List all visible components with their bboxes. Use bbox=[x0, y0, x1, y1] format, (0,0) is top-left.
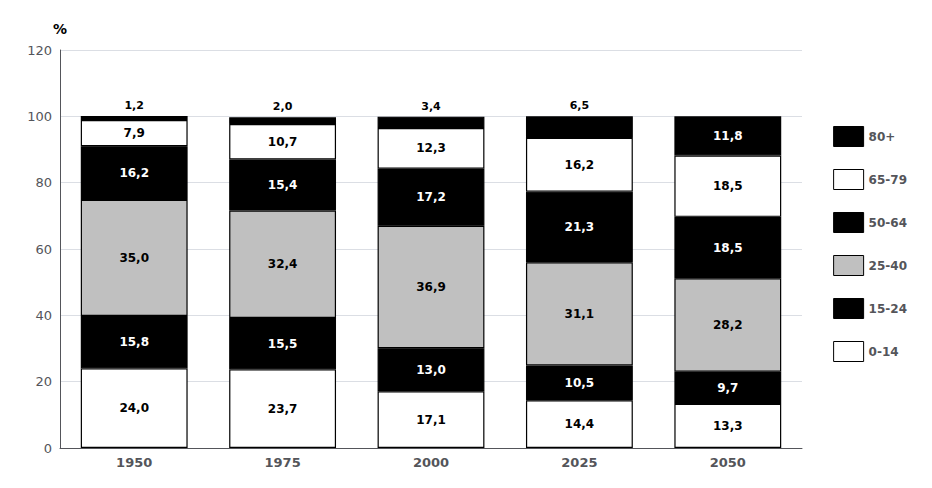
svg-text:18,5: 18,5 bbox=[713, 179, 743, 193]
svg-text:0-14: 0-14 bbox=[869, 345, 899, 359]
svg-text:28,2: 28,2 bbox=[713, 318, 743, 332]
svg-text:18,5: 18,5 bbox=[713, 241, 743, 255]
svg-text:1975: 1975 bbox=[265, 455, 301, 470]
svg-text:15,8: 15,8 bbox=[119, 335, 149, 349]
svg-text:%: % bbox=[53, 21, 67, 37]
svg-text:21,3: 21,3 bbox=[565, 220, 595, 234]
svg-text:10,5: 10,5 bbox=[565, 376, 595, 390]
svg-text:25-40: 25-40 bbox=[869, 259, 907, 273]
svg-text:13,0: 13,0 bbox=[416, 363, 446, 377]
svg-text:35,0: 35,0 bbox=[119, 251, 149, 265]
svg-text:32,4: 32,4 bbox=[268, 257, 298, 271]
svg-text:14,4: 14,4 bbox=[565, 417, 595, 431]
svg-text:100: 100 bbox=[27, 109, 52, 124]
svg-text:50-64: 50-64 bbox=[869, 216, 907, 230]
svg-text:2050: 2050 bbox=[710, 455, 746, 470]
svg-text:13,3: 13,3 bbox=[713, 419, 743, 433]
svg-text:65-79: 65-79 bbox=[869, 173, 907, 187]
svg-text:16,2: 16,2 bbox=[119, 166, 149, 180]
svg-text:9,7: 9,7 bbox=[717, 381, 738, 395]
svg-text:12,3: 12,3 bbox=[416, 141, 446, 155]
svg-text:10,7: 10,7 bbox=[268, 135, 298, 149]
svg-text:31,1: 31,1 bbox=[565, 307, 595, 321]
svg-text:80+: 80+ bbox=[869, 130, 896, 144]
svg-text:11,8: 11,8 bbox=[713, 129, 743, 143]
svg-text:15,5: 15,5 bbox=[268, 337, 298, 351]
svg-text:15-24: 15-24 bbox=[869, 302, 907, 316]
svg-text:6,5: 6,5 bbox=[570, 99, 590, 112]
svg-text:16,2: 16,2 bbox=[565, 158, 595, 172]
svg-text:2,0: 2,0 bbox=[273, 100, 293, 113]
svg-text:23,7: 23,7 bbox=[268, 402, 298, 416]
svg-text:3,4: 3,4 bbox=[421, 100, 441, 113]
svg-text:15,4: 15,4 bbox=[268, 178, 298, 192]
svg-text:2025: 2025 bbox=[561, 455, 597, 470]
svg-text:60: 60 bbox=[35, 242, 52, 257]
svg-text:2000: 2000 bbox=[413, 455, 449, 470]
svg-text:17,1: 17,1 bbox=[416, 413, 446, 427]
svg-text:1950: 1950 bbox=[116, 455, 152, 470]
svg-text:20: 20 bbox=[35, 374, 52, 389]
svg-text:0: 0 bbox=[44, 441, 52, 456]
svg-text:17,2: 17,2 bbox=[416, 190, 446, 204]
svg-text:7,9: 7,9 bbox=[124, 126, 145, 140]
svg-text:24,0: 24,0 bbox=[119, 401, 149, 415]
svg-text:36,9: 36,9 bbox=[416, 280, 446, 294]
svg-text:40: 40 bbox=[35, 308, 52, 323]
svg-text:1,2: 1,2 bbox=[124, 99, 144, 112]
svg-text:120: 120 bbox=[27, 43, 52, 58]
svg-text:80: 80 bbox=[35, 175, 52, 190]
